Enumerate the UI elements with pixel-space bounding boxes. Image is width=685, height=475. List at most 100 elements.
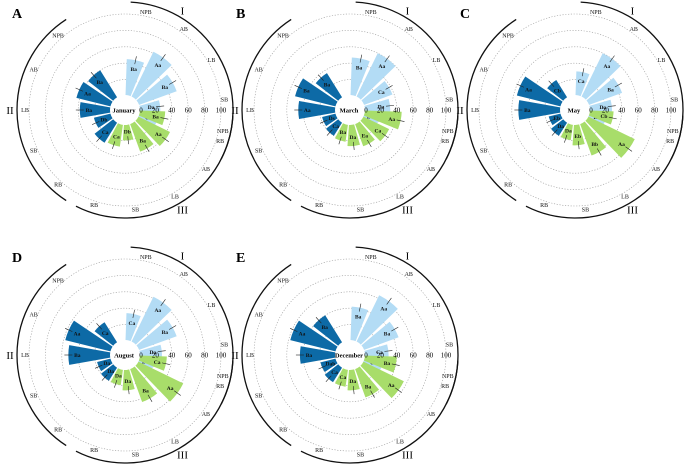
bar-label: Da (599, 105, 606, 111)
grid-circle (286, 46, 414, 174)
radial-tick-label: 100 (216, 107, 227, 115)
error-bar (548, 80, 555, 87)
radial-tick-label: 60 (185, 352, 193, 360)
error-bar (75, 87, 84, 92)
bar-label: Ca (154, 360, 161, 366)
bar (361, 321, 399, 350)
bar (320, 358, 338, 372)
bar-label: Ca (376, 350, 383, 356)
error-bar (367, 139, 372, 148)
region-label: NPB (442, 129, 454, 135)
error-bar (94, 364, 103, 369)
bar (130, 121, 154, 152)
bar-label: Ba (139, 139, 146, 145)
error-bar (64, 328, 73, 332)
error-bar (161, 362, 170, 365)
bar-label: Ca (332, 124, 339, 130)
bar-label: Ba (131, 67, 138, 73)
bar (516, 76, 563, 107)
region-label: SB (132, 207, 139, 213)
bar-label: Bb (591, 142, 598, 148)
error-bar (127, 386, 130, 395)
region-label: LB (396, 440, 404, 446)
bar (107, 123, 123, 147)
region-label: NPB (502, 34, 514, 40)
month-label: January (112, 108, 136, 115)
radial-tick-label: 20 (152, 107, 160, 115)
group-numeral: II (6, 105, 14, 117)
bar (334, 123, 348, 142)
bar-label: Ba (384, 361, 391, 367)
bar-label: Aa (388, 383, 395, 389)
group-arc (241, 18, 292, 202)
bar-label: Aa (388, 117, 395, 123)
bar-label: Cb (554, 88, 561, 94)
region-label: LB (171, 440, 179, 446)
group-numeral: I (631, 5, 635, 17)
bar-label: Ca (331, 370, 338, 376)
bar-label: Ba (74, 353, 81, 359)
bar (139, 344, 162, 358)
error-bar (101, 374, 108, 381)
error-bar (614, 82, 622, 88)
error-bar (169, 325, 177, 330)
bar (139, 100, 161, 113)
bar (79, 102, 111, 118)
month-label: December (335, 353, 363, 360)
group-arc (75, 360, 234, 464)
error-bar (319, 119, 328, 124)
group-numeral: II (6, 350, 14, 362)
bar-label: Ba (303, 89, 310, 95)
bar-label: Ds (329, 116, 335, 122)
polar-chart-C: C Ca NPB Aa AB Ba LB Da SB Da RB I Da RB Eb SB Ba LB Aa AB C… (456, 1, 684, 219)
error-bar (162, 136, 169, 143)
region-label: AB (180, 27, 188, 33)
error-bar (91, 121, 100, 125)
radial-tick-label: 80 (201, 107, 209, 115)
error-bar (114, 380, 118, 388)
group-numeral: III (402, 450, 413, 462)
error-bar (174, 390, 181, 396)
region-label: SB (357, 452, 364, 458)
region-label: RB (216, 139, 224, 145)
region-label: LB (171, 195, 179, 201)
bar (586, 77, 623, 105)
group-numeral: III (177, 205, 188, 217)
bar-label: Cb (600, 114, 607, 120)
bar (313, 315, 343, 346)
grid-circle (253, 258, 447, 452)
error-bar (112, 141, 116, 150)
bar-label: Ba (96, 80, 103, 86)
error-bar (358, 303, 362, 312)
region-label: LB (433, 303, 441, 309)
bar (355, 366, 380, 398)
group-numeral: II (231, 350, 239, 362)
error-bar (134, 56, 137, 65)
bar (363, 355, 397, 373)
grid-circle (45, 30, 205, 190)
region-label: AB (405, 272, 413, 278)
radial-tick-label: 20 (377, 107, 385, 115)
bar-label: Ba (365, 384, 372, 390)
region-label: AB (29, 312, 37, 318)
bar-label: Ba (340, 130, 347, 136)
bar (560, 123, 573, 141)
grid-circle (61, 291, 189, 419)
group-arc (16, 18, 67, 202)
bar (324, 364, 343, 383)
group-arc (75, 115, 234, 219)
bar-label: Db (124, 129, 131, 135)
region-label: AB (427, 167, 435, 173)
bar (138, 110, 166, 126)
radial-tick-label: 0 (589, 107, 593, 115)
radial-tick-label: 0 (364, 352, 368, 360)
region-label: RB (216, 384, 224, 390)
bar (589, 99, 612, 113)
bar (125, 59, 145, 97)
error-bar (395, 387, 402, 393)
error-bar (160, 117, 169, 120)
error-bar (384, 350, 393, 352)
region-label: LB (246, 353, 254, 359)
bar (65, 320, 113, 352)
bar-label: Da (115, 373, 122, 379)
